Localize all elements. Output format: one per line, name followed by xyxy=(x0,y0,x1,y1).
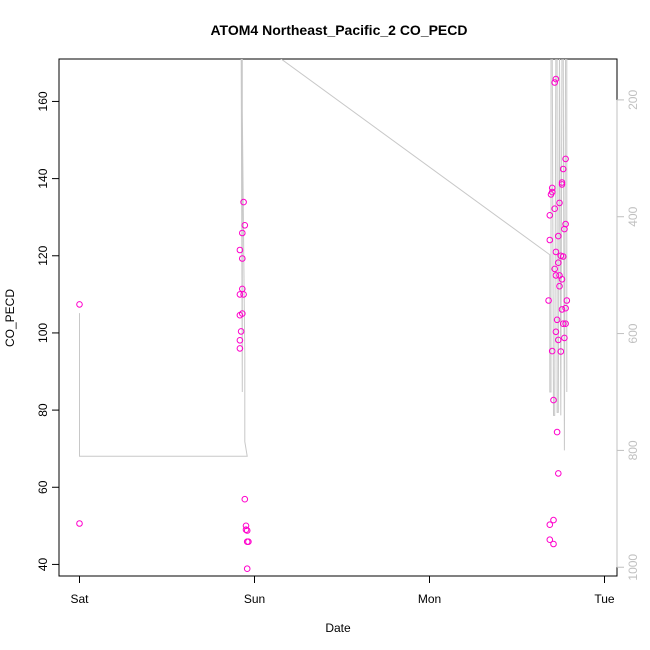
data-point xyxy=(558,276,566,283)
data-point xyxy=(242,522,250,530)
secondary-tick-label: 1000 xyxy=(626,554,640,581)
y-tick-label: 140 xyxy=(36,168,50,188)
secondary-tick-label: 800 xyxy=(626,440,640,460)
profile-polyline xyxy=(79,59,568,457)
data-point xyxy=(551,205,559,212)
data-point xyxy=(552,328,560,336)
data-point xyxy=(562,155,569,163)
data-point xyxy=(239,310,246,317)
data-point xyxy=(562,320,569,328)
data-point xyxy=(563,297,571,304)
data-point xyxy=(236,291,244,298)
secondary-y-axis: 200 400 600 800 1000 xyxy=(616,90,640,581)
x-tick-label: Tue xyxy=(594,592,615,606)
data-point xyxy=(546,236,554,244)
data-point xyxy=(550,516,557,524)
data-point xyxy=(548,188,556,196)
x-axis-label: Date xyxy=(325,621,351,635)
y-tick-label: 80 xyxy=(36,403,50,417)
data-point xyxy=(558,306,566,313)
data-point xyxy=(239,255,246,262)
y-tick-label: 60 xyxy=(36,480,50,494)
secondary-profile-line xyxy=(79,59,568,457)
x-tick-label: Sun xyxy=(244,592,265,606)
x-tick-label: Mon xyxy=(418,592,441,606)
y-axis: 40 60 80 100 120 140 160 xyxy=(36,91,60,571)
y-tick-label: 120 xyxy=(36,245,50,265)
data-point xyxy=(552,75,560,83)
data-point xyxy=(558,179,566,186)
data-point xyxy=(555,232,562,240)
data-point xyxy=(548,184,556,192)
data-point xyxy=(546,536,554,544)
data-point xyxy=(562,220,569,228)
data-point xyxy=(241,222,249,229)
data-point xyxy=(552,272,560,279)
x-axis: Sat Sun Mon Tue xyxy=(70,575,615,606)
data-point xyxy=(245,538,252,546)
data-point xyxy=(240,291,247,298)
x-tick-label: Sat xyxy=(70,592,89,606)
data-point xyxy=(243,527,251,534)
data-point xyxy=(548,347,556,355)
data-point xyxy=(551,79,559,86)
data-points xyxy=(76,75,571,573)
data-point xyxy=(236,337,244,344)
data-point xyxy=(558,181,566,188)
data-point xyxy=(556,282,563,290)
secondary-tick-label: 400 xyxy=(626,206,640,226)
plot-frame xyxy=(58,58,618,577)
data-point xyxy=(240,198,247,206)
y-tick-label: 100 xyxy=(36,323,50,343)
secondary-tick-label: 200 xyxy=(626,90,640,110)
secondary-tick-label: 600 xyxy=(626,323,640,343)
data-point xyxy=(559,165,567,173)
data-point xyxy=(550,396,557,404)
data-point xyxy=(239,229,246,237)
y-tick-label: 40 xyxy=(36,557,50,571)
data-point xyxy=(555,470,562,477)
data-point xyxy=(557,348,565,355)
data-point xyxy=(76,520,83,527)
data-point xyxy=(555,259,562,267)
data-point xyxy=(553,428,561,436)
data-point xyxy=(242,526,250,534)
data-point xyxy=(555,336,562,344)
data-point xyxy=(562,304,569,312)
data-point xyxy=(552,248,560,256)
chart-title: ATOM4 Northeast_Pacific_2 CO_PECD xyxy=(210,22,467,38)
data-point xyxy=(553,316,561,324)
data-point xyxy=(559,320,567,328)
data-point xyxy=(236,345,244,352)
data-point xyxy=(559,253,567,260)
data-point xyxy=(236,246,244,254)
data-point xyxy=(556,199,563,207)
data-point xyxy=(243,565,251,573)
y-tick-label: 160 xyxy=(36,91,50,111)
data-point xyxy=(551,265,559,273)
data-point xyxy=(76,301,83,308)
y-axis-label: CO_PECD xyxy=(3,289,17,347)
data-point xyxy=(237,328,245,335)
data-point xyxy=(546,212,554,219)
data-point xyxy=(561,334,568,342)
data-point xyxy=(545,297,552,304)
data-point xyxy=(241,495,249,503)
data-point xyxy=(546,521,554,529)
data-point xyxy=(550,540,557,548)
